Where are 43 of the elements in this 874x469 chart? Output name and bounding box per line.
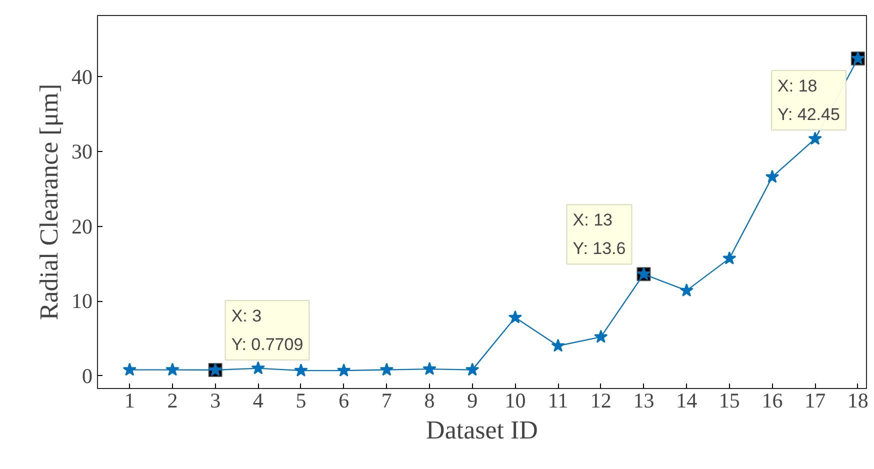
x-tick-label: 14 [676,388,698,412]
point [808,132,822,145]
point [594,330,608,343]
point [466,362,480,376]
x-tick-label: 7 [381,388,392,412]
x-tick-label: 10 [504,388,526,412]
x-tick-label: 8 [424,388,435,412]
x-tick-label: 15 [718,388,740,412]
x-tick-label: 12 [590,388,612,412]
x-tick-label: 18 [847,388,868,412]
x-tick-label: 3 [210,388,221,412]
annotation: X: 18 Y: 42.45 [778,76,840,124]
point [251,361,265,374]
x-tick-label: 11 [548,388,568,412]
point [337,363,351,376]
annotation: X: 3 Y: 0.7709 [231,306,304,354]
point [508,310,522,324]
point [680,283,694,296]
y-tick-label: 20 [72,214,92,238]
y-axis-title: Radial Clearance [μm] [34,84,64,320]
y-tick-label: 10 [72,289,92,314]
x-tick-label: 4 [252,388,264,412]
annotation: X: 13 Y: 13.6 [572,210,626,258]
x-tick-label: 13 [633,388,654,412]
x-tick-label: 5 [296,388,306,412]
x-tick-label: 2 [167,388,178,412]
y-tick-label: 0 [82,364,92,388]
point [722,251,736,264]
point [551,338,565,352]
y-tick-label: 30 [72,140,92,164]
x-tick-label: 16 [762,388,783,412]
y-tick-label: 40 [72,64,92,89]
point [294,363,308,376]
point [380,362,394,376]
x-tick-label: 6 [338,388,350,412]
point [422,362,436,375]
point [122,362,136,376]
x-tick-label: 9 [467,388,478,412]
point [765,170,780,183]
point [166,362,180,376]
x-tick-label: 1 [124,388,135,412]
x-axis-title: Dataset ID [426,416,538,444]
x-tick-label: 17 [804,388,826,412]
